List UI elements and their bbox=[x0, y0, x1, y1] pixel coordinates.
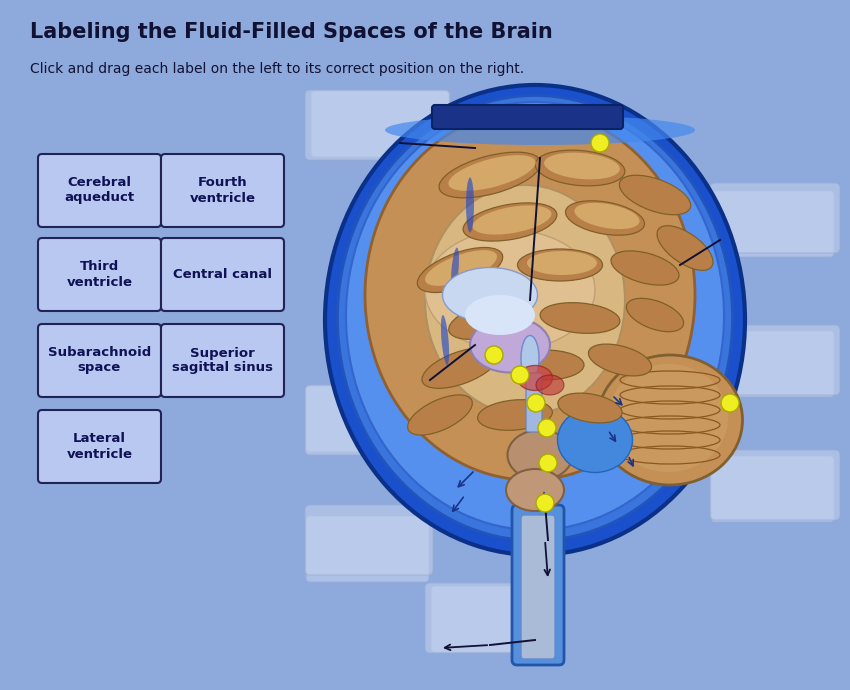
Ellipse shape bbox=[425, 250, 497, 286]
Ellipse shape bbox=[521, 335, 539, 380]
Ellipse shape bbox=[441, 315, 449, 365]
Ellipse shape bbox=[443, 268, 537, 322]
Ellipse shape bbox=[346, 102, 724, 530]
Ellipse shape bbox=[325, 85, 745, 555]
Ellipse shape bbox=[466, 177, 474, 233]
Ellipse shape bbox=[463, 203, 557, 241]
Text: Fourth
ventricle: Fourth ventricle bbox=[190, 177, 256, 204]
Ellipse shape bbox=[544, 152, 620, 179]
FancyBboxPatch shape bbox=[711, 191, 834, 257]
Ellipse shape bbox=[527, 251, 597, 275]
Circle shape bbox=[527, 394, 545, 412]
Ellipse shape bbox=[608, 364, 728, 472]
FancyBboxPatch shape bbox=[306, 386, 429, 452]
Ellipse shape bbox=[507, 430, 573, 480]
Circle shape bbox=[536, 494, 554, 512]
Ellipse shape bbox=[506, 350, 584, 380]
Ellipse shape bbox=[425, 230, 595, 350]
FancyBboxPatch shape bbox=[38, 154, 161, 227]
Ellipse shape bbox=[558, 408, 632, 473]
Text: Lateral
ventricle: Lateral ventricle bbox=[66, 433, 133, 460]
Circle shape bbox=[538, 419, 556, 437]
Ellipse shape bbox=[478, 400, 552, 431]
Ellipse shape bbox=[449, 155, 536, 191]
Ellipse shape bbox=[518, 249, 603, 281]
FancyBboxPatch shape bbox=[38, 410, 161, 483]
Circle shape bbox=[511, 366, 529, 384]
FancyBboxPatch shape bbox=[305, 385, 433, 455]
Ellipse shape bbox=[465, 295, 535, 335]
Text: Subarachnoid
space: Subarachnoid space bbox=[48, 346, 151, 375]
Ellipse shape bbox=[422, 348, 498, 388]
Ellipse shape bbox=[470, 317, 550, 373]
FancyBboxPatch shape bbox=[521, 515, 555, 659]
Circle shape bbox=[539, 454, 557, 472]
Ellipse shape bbox=[417, 248, 502, 293]
FancyBboxPatch shape bbox=[512, 505, 564, 665]
FancyBboxPatch shape bbox=[711, 331, 834, 397]
FancyBboxPatch shape bbox=[432, 105, 623, 129]
Ellipse shape bbox=[657, 226, 713, 270]
Ellipse shape bbox=[611, 251, 679, 285]
Ellipse shape bbox=[451, 248, 459, 293]
FancyBboxPatch shape bbox=[710, 325, 840, 395]
FancyBboxPatch shape bbox=[526, 373, 542, 432]
Ellipse shape bbox=[439, 152, 541, 198]
Ellipse shape bbox=[598, 355, 743, 485]
Ellipse shape bbox=[626, 298, 683, 332]
Ellipse shape bbox=[558, 393, 622, 423]
Text: Superior
sagittal sinus: Superior sagittal sinus bbox=[172, 346, 273, 375]
Ellipse shape bbox=[337, 95, 733, 540]
FancyBboxPatch shape bbox=[161, 238, 284, 311]
FancyBboxPatch shape bbox=[710, 450, 840, 520]
Circle shape bbox=[721, 394, 739, 412]
Ellipse shape bbox=[449, 301, 531, 339]
Ellipse shape bbox=[536, 150, 625, 186]
Ellipse shape bbox=[620, 175, 691, 215]
Text: Central canal: Central canal bbox=[173, 268, 272, 281]
Ellipse shape bbox=[536, 375, 564, 395]
Ellipse shape bbox=[385, 115, 695, 145]
Ellipse shape bbox=[565, 201, 644, 235]
FancyBboxPatch shape bbox=[161, 154, 284, 227]
FancyBboxPatch shape bbox=[305, 505, 433, 575]
Ellipse shape bbox=[425, 185, 625, 415]
FancyBboxPatch shape bbox=[311, 91, 449, 157]
FancyBboxPatch shape bbox=[306, 516, 429, 582]
Ellipse shape bbox=[506, 469, 564, 511]
FancyBboxPatch shape bbox=[711, 456, 834, 522]
FancyBboxPatch shape bbox=[38, 324, 161, 397]
Text: Click and drag each label on the left to its correct position on the right.: Click and drag each label on the left to… bbox=[30, 62, 524, 76]
Text: Cerebral
aqueduct: Cerebral aqueduct bbox=[65, 177, 134, 204]
Ellipse shape bbox=[365, 110, 695, 480]
FancyBboxPatch shape bbox=[38, 238, 161, 311]
Ellipse shape bbox=[518, 366, 552, 391]
FancyBboxPatch shape bbox=[431, 586, 554, 652]
Circle shape bbox=[485, 346, 503, 364]
Ellipse shape bbox=[540, 303, 620, 333]
Circle shape bbox=[591, 134, 609, 152]
Text: Third
ventricle: Third ventricle bbox=[66, 261, 133, 288]
FancyBboxPatch shape bbox=[710, 183, 840, 253]
Ellipse shape bbox=[473, 206, 552, 235]
Ellipse shape bbox=[575, 203, 639, 229]
Ellipse shape bbox=[588, 344, 652, 376]
Text: Labeling the Fluid-Filled Spaces of the Brain: Labeling the Fluid-Filled Spaces of the … bbox=[30, 22, 552, 42]
FancyBboxPatch shape bbox=[425, 583, 553, 653]
FancyBboxPatch shape bbox=[305, 90, 450, 160]
Ellipse shape bbox=[408, 395, 473, 435]
FancyBboxPatch shape bbox=[161, 324, 284, 397]
